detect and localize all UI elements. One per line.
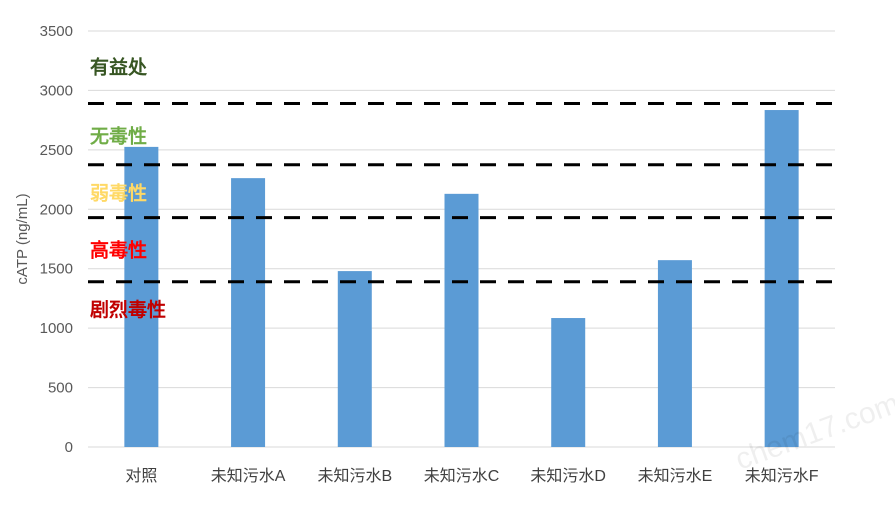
bar: [764, 110, 799, 447]
bar: [337, 271, 372, 447]
x-tick-label: 未知污水F: [745, 467, 819, 485]
zone-label: 无毒性: [90, 125, 147, 148]
y-tick-label: 0: [65, 439, 73, 456]
bar: [124, 146, 159, 447]
x-tick-label: 未知污水A: [211, 467, 286, 485]
x-tick-label: 未知污水C: [424, 467, 500, 485]
watermark: chem17.com: [731, 387, 895, 477]
y-tick-label: 1000: [40, 320, 73, 337]
x-tick-label: 未知污水D: [530, 467, 606, 485]
bar: [657, 260, 692, 447]
zone-label: 弱毒性: [90, 182, 147, 205]
y-axis-label: cATP (ng/mL): [14, 193, 31, 284]
threshold-lines: [88, 102, 835, 284]
y-axis-ticks: 0 500 1000 1500 2000 2500 3000 3500: [40, 23, 73, 456]
x-tick-label: 未知污水E: [638, 467, 713, 485]
bar: [444, 193, 479, 447]
y-tick-label: 2000: [40, 201, 73, 218]
y-tick-label: 1500: [40, 261, 73, 278]
y-tick-label: 3000: [40, 82, 73, 99]
bar: [231, 178, 266, 447]
x-axis-ticks: 对照 未知污水A 未知污水B 未知污水C 未知污水D 未知污水E 未知污水F: [125, 467, 818, 485]
zone-label: 剧烈毒性: [90, 298, 166, 321]
y-tick-label: 3500: [40, 23, 73, 40]
y-tick-label: 500: [48, 380, 73, 397]
bars: [124, 110, 799, 447]
x-tick-label: 对照: [125, 467, 157, 485]
y-tick-label: 2500: [40, 142, 73, 159]
zone-label: 高毒性: [90, 239, 147, 262]
x-tick-label: 未知污水B: [317, 467, 392, 485]
zone-label: 有益处: [90, 56, 148, 79]
bar: [551, 318, 586, 447]
